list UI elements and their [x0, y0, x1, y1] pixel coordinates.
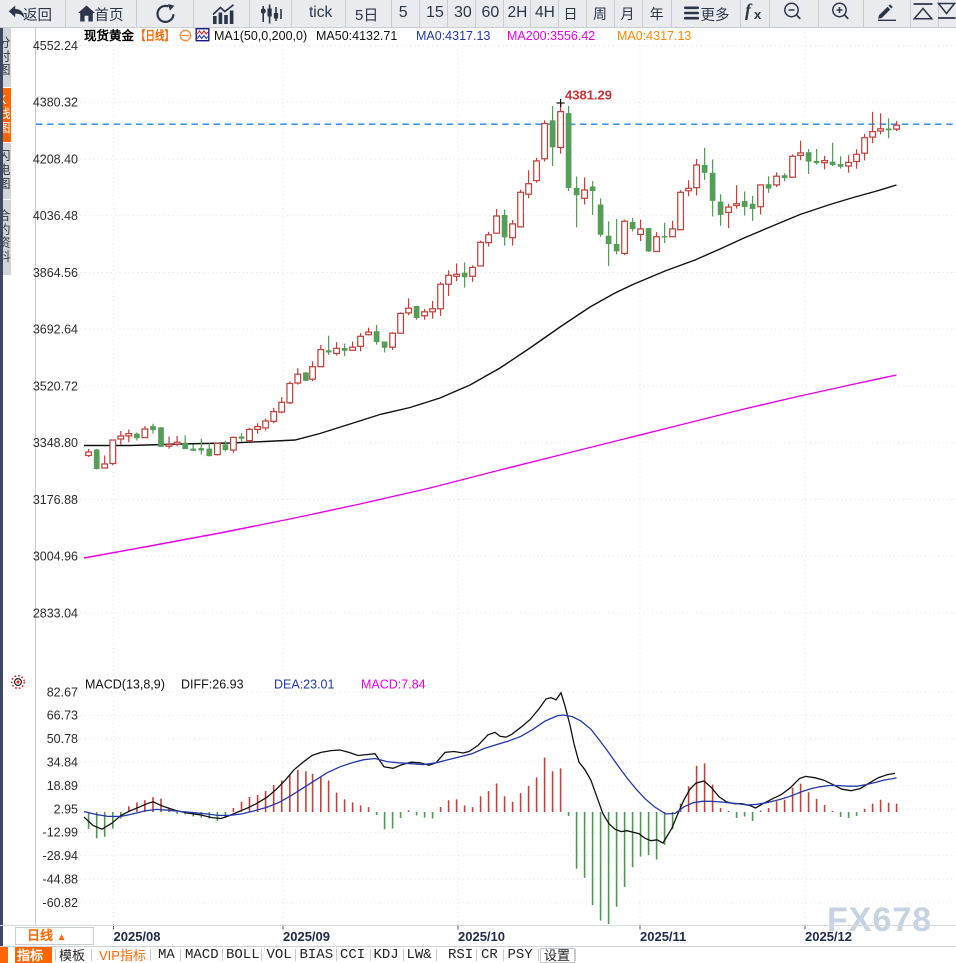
svg-text:-44.88: -44.88 [43, 873, 78, 887]
svg-text:4036.48: 4036.48 [33, 209, 78, 223]
svg-text:66.73: 66.73 [47, 709, 78, 723]
svg-text:MA200:3556.42: MA200:3556.42 [507, 29, 595, 43]
svg-text:50.78: 50.78 [47, 732, 78, 746]
svg-text:2833.04: 2833.04 [33, 606, 78, 620]
svg-text:3864.56: 3864.56 [33, 266, 78, 280]
svg-text:MA1(50,0,200,0): MA1(50,0,200,0) [214, 29, 307, 43]
svg-text:4380.32: 4380.32 [33, 96, 78, 110]
svg-text:3176.88: 3176.88 [33, 493, 78, 507]
svg-text:3348.80: 3348.80 [33, 436, 78, 450]
svg-text:2.95: 2.95 [54, 802, 78, 816]
svg-text:现货黄金: 现货黄金 [84, 28, 135, 43]
svg-text:MACD:7.84: MACD:7.84 [361, 678, 426, 692]
svg-text:-28.94: -28.94 [43, 849, 78, 863]
svg-text:MACD(13,8,9): MACD(13,8,9) [85, 678, 165, 692]
svg-text:4552.24: 4552.24 [33, 39, 78, 53]
svg-text:MA50:4132.71: MA50:4132.71 [316, 29, 397, 43]
svg-text:34.84: 34.84 [47, 756, 78, 770]
svg-text:4381.29: 4381.29 [565, 88, 612, 103]
svg-text:82.67: 82.67 [47, 685, 78, 699]
svg-text:【日线】: 【日线】 [136, 28, 174, 43]
svg-text:-60.82: -60.82 [43, 896, 78, 910]
svg-text:4208.40: 4208.40 [33, 152, 78, 166]
svg-text:-12.99: -12.99 [43, 826, 78, 840]
svg-text:DEA:23.01: DEA:23.01 [274, 678, 335, 692]
svg-text:18.89: 18.89 [47, 779, 78, 793]
svg-text:FX678: FX678 [827, 901, 932, 939]
svg-text:MA0:4317.13: MA0:4317.13 [617, 29, 691, 43]
svg-text:MA0:4317.13: MA0:4317.13 [416, 29, 490, 43]
svg-text:3692.64: 3692.64 [33, 323, 78, 337]
svg-text:3520.72: 3520.72 [33, 379, 78, 393]
svg-text:3004.96: 3004.96 [33, 550, 78, 564]
svg-text:DIFF:26.93: DIFF:26.93 [181, 678, 244, 692]
